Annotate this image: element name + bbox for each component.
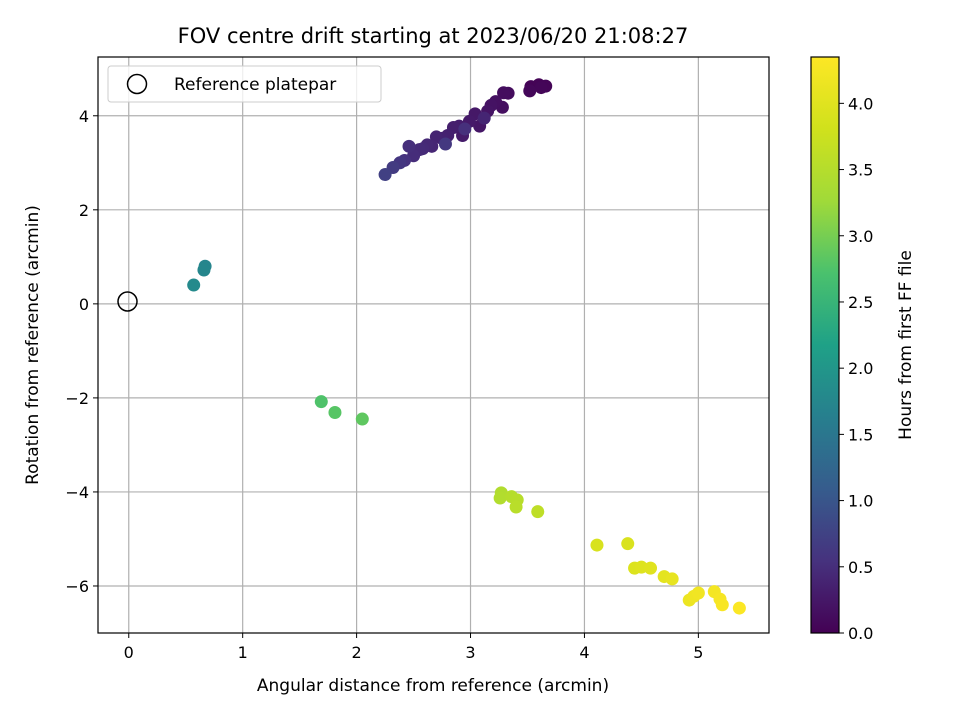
data-point xyxy=(523,84,537,98)
y-axis-ticks: −6 −4 −2 0 2 4 xyxy=(65,107,98,596)
y-tick-label: 2 xyxy=(79,201,89,220)
colorbar-tick-label: 3.0 xyxy=(848,227,873,246)
colorbar-tick-label: 2.0 xyxy=(848,359,873,378)
colorbar-tick-label: 3.5 xyxy=(848,161,873,180)
data-point xyxy=(534,81,548,95)
y-tick-label: 0 xyxy=(79,295,89,314)
colorbar-tick-label: 1.0 xyxy=(848,492,873,511)
data-point xyxy=(493,491,507,505)
colorbar-tick-label: 0.5 xyxy=(848,558,873,577)
data-point xyxy=(314,395,328,409)
x-axis-ticks: 0 1 2 3 4 5 xyxy=(124,633,703,662)
data-point xyxy=(328,405,342,419)
data-point xyxy=(355,412,369,426)
data-point xyxy=(197,263,211,277)
colorbar-tick-label: 4.0 xyxy=(848,94,873,113)
colorbar: 0.0 0.5 1.0 1.5 2.0 2.5 3.0 3.5 4.0 Hours from f… xyxy=(810,56,916,643)
data-point xyxy=(715,598,729,612)
x-tick-label: 4 xyxy=(579,643,589,662)
legend-reference-marker-icon xyxy=(126,73,148,95)
data-point xyxy=(531,505,545,519)
x-tick-label: 0 xyxy=(124,643,134,662)
colorbar-frame xyxy=(810,56,840,634)
y-tick-label: 4 xyxy=(79,107,89,126)
y-axis-title: Rotation from reference (arcmin) xyxy=(23,205,43,485)
reference-platepar-marker xyxy=(117,291,138,312)
y-tick-label: −6 xyxy=(65,577,89,596)
colorbar-tick-label: 0.0 xyxy=(848,624,873,643)
x-tick-label: 3 xyxy=(465,643,475,662)
x-axis-title: Angular distance from reference (arcmin) xyxy=(257,676,609,696)
colorbar-ticks: 0.0 0.5 1.0 1.5 2.0 2.5 3.0 3.5 4.0 xyxy=(839,94,873,643)
data-point xyxy=(665,572,679,586)
data-point xyxy=(187,278,201,292)
data-point xyxy=(497,86,511,100)
data-point xyxy=(644,561,658,575)
plot-frame xyxy=(97,56,770,634)
legend-box xyxy=(107,65,382,103)
colorbar-tick-label: 1.5 xyxy=(848,425,873,444)
data-point xyxy=(509,500,523,514)
data-point xyxy=(402,139,416,153)
data-point xyxy=(590,538,604,552)
data-point xyxy=(732,601,746,615)
colorbar-tick-label: 2.5 xyxy=(848,293,873,312)
data-point xyxy=(691,586,705,600)
legend-label-reference-platepar: Reference platepar xyxy=(174,75,336,95)
chart-title: FOV centre drift starting at 2023/06/20 … xyxy=(178,24,689,48)
colorbar-gradient xyxy=(811,57,839,633)
colorbar-label: Hours from first FF file xyxy=(896,250,916,440)
y-tick-label: −4 xyxy=(65,483,89,502)
data-point xyxy=(477,111,491,125)
x-tick-label: 1 xyxy=(238,643,248,662)
y-tick-label: −2 xyxy=(65,389,89,408)
legend: Reference platepar xyxy=(107,65,382,103)
data-point xyxy=(621,537,635,551)
data-points xyxy=(187,78,746,615)
data-point xyxy=(438,137,452,151)
grid xyxy=(98,57,769,633)
data-point xyxy=(378,168,392,182)
x-tick-label: 2 xyxy=(352,643,362,662)
x-tick-label: 5 xyxy=(693,643,703,662)
data-point xyxy=(458,122,472,136)
